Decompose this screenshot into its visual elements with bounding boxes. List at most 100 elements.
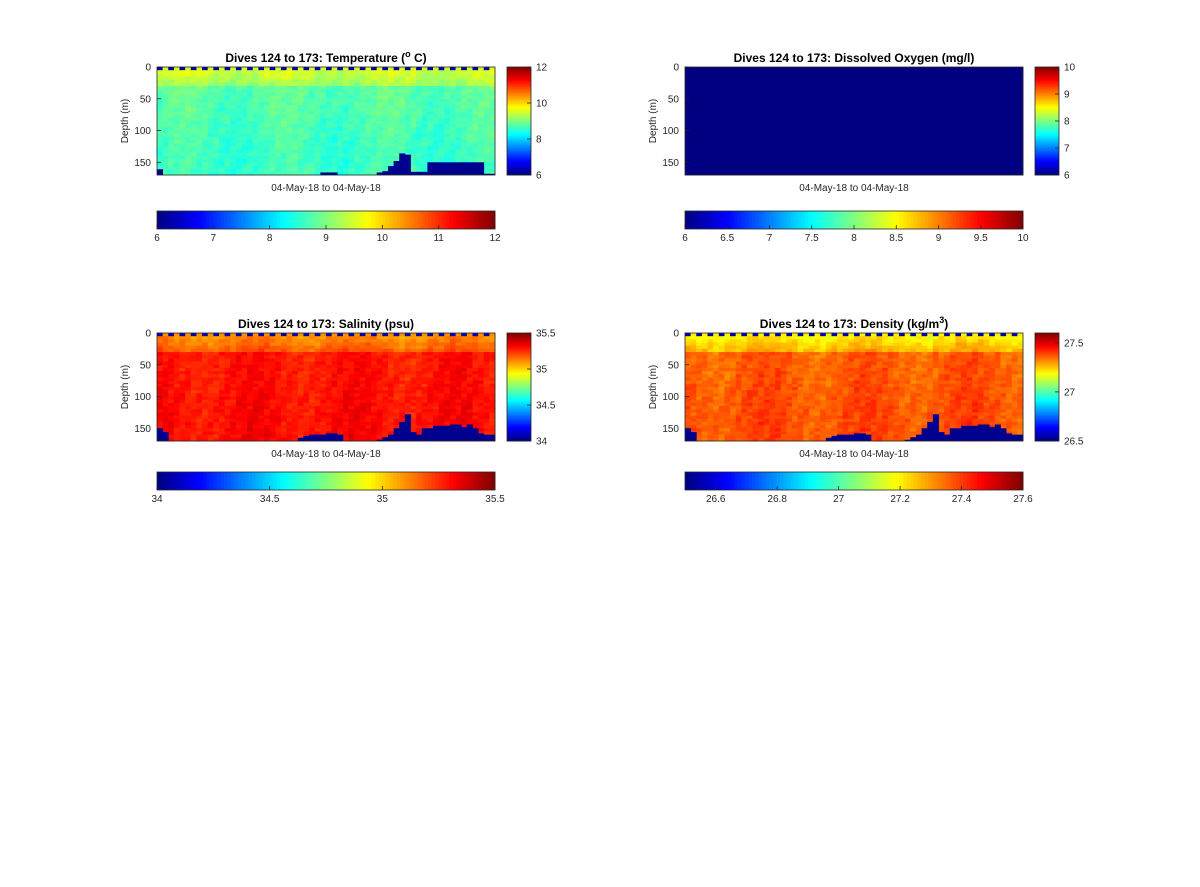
temperature-cell — [213, 79, 220, 84]
dissolved-oxygen-cell — [825, 162, 832, 166]
dissolved-oxygen-cell — [837, 168, 844, 173]
dissolved-oxygen-cell — [994, 92, 1001, 96]
dissolved-oxygen-cell — [786, 101, 793, 106]
temperature-cell — [433, 136, 440, 141]
salinity-cell — [168, 339, 175, 343]
dissolved-oxygen-cell — [808, 155, 815, 160]
temperature-cell — [354, 136, 361, 141]
dissolved-oxygen-cell — [994, 121, 1001, 125]
temperature-cell — [337, 117, 344, 122]
temperature-cell — [393, 79, 400, 84]
dissolved-oxygen-cell — [870, 105, 877, 109]
salinity-cell — [190, 339, 197, 343]
temperature-cell — [269, 121, 276, 125]
temperature-cell — [478, 149, 485, 154]
temperature-cell — [371, 111, 378, 116]
temperature-cell — [179, 86, 186, 90]
temperature-cell — [326, 114, 333, 119]
dissolved-oxygen-cell — [915, 171, 922, 176]
temperature-cell — [472, 86, 479, 90]
dissolved-oxygen-cell — [707, 124, 714, 128]
temperature-cell — [247, 92, 254, 96]
temperature-cell — [478, 86, 485, 90]
dissolved-oxygen-cell — [769, 95, 776, 100]
temperature-cell — [292, 159, 299, 163]
dissolved-oxygen-bottom-colorbar-segment — [843, 211, 848, 229]
temperature-cell — [427, 133, 434, 138]
temperature-cell — [342, 95, 349, 100]
temperature-cell — [269, 73, 276, 77]
dissolved-oxygen-cell — [893, 127, 900, 131]
temperature-cell — [264, 76, 271, 81]
dissolved-oxygen-cell — [938, 127, 945, 131]
dissolved-oxygen-side-colorbar-segment — [1035, 68, 1059, 71]
dissolved-oxygen-side-colorbar-segment — [1035, 88, 1059, 92]
temperature-cell — [196, 146, 203, 150]
temperature-cell — [354, 70, 361, 74]
temperature-cell — [157, 89, 164, 93]
dissolved-oxygen-bottom-colorbar-segment — [991, 211, 996, 229]
salinity-cell — [185, 355, 192, 359]
dissolved-oxygen-cell — [893, 111, 900, 116]
dissolved-oxygen-cell — [713, 124, 720, 128]
dissolved-oxygen-cell — [899, 168, 906, 173]
dissolved-oxygen-cell — [746, 130, 753, 135]
temperature-cell — [202, 155, 209, 160]
dissolved-oxygen-cell — [944, 168, 951, 173]
dissolved-oxygen-cell — [707, 98, 714, 103]
dissolved-oxygen-cell — [932, 89, 939, 93]
temperature-cell — [466, 140, 473, 144]
salinity-cell — [185, 342, 192, 347]
dissolved-oxygen-cell — [955, 114, 962, 119]
temperature-cell — [320, 159, 327, 163]
temperature-cell — [320, 105, 327, 109]
temperature-cell — [269, 133, 276, 138]
dissolved-oxygen-cell — [865, 140, 872, 144]
temperature-cell — [444, 117, 451, 122]
dissolved-oxygen-cell — [854, 121, 861, 125]
dissolved-oxygen-cell — [966, 111, 973, 116]
temperature-cell — [478, 130, 485, 135]
salinity-cell — [190, 352, 197, 356]
dissolved-oxygen-cell — [803, 124, 810, 128]
salinity-cell — [213, 361, 220, 366]
dissolved-oxygen-cell — [718, 117, 725, 122]
temperature-cell — [359, 98, 366, 103]
dissolved-oxygen-cell — [977, 159, 984, 163]
dissolved-oxygen-bottom-colorbar-segment — [934, 211, 939, 229]
dissolved-oxygen-cell — [927, 124, 934, 128]
dissolved-oxygen-cell — [972, 149, 979, 154]
dissolved-oxygen-cell — [1000, 86, 1007, 90]
dissolved-oxygen-cell — [701, 171, 708, 176]
temperature-cell — [359, 165, 366, 170]
temperature-cell — [168, 105, 175, 109]
temperature-cell — [235, 121, 242, 125]
temperature-cell — [162, 168, 169, 173]
dissolved-oxygen-bottom-colorbar-segment — [977, 211, 982, 229]
temperature-cell — [331, 140, 338, 144]
dissolved-oxygen-cell — [701, 149, 708, 154]
dissolved-oxygen-cell — [752, 165, 759, 170]
dissolved-oxygen-cell — [989, 79, 996, 84]
dissolved-oxygen-cell — [825, 114, 832, 119]
temperature-side-colorbar-segment — [507, 153, 531, 156]
temperature-cell — [399, 149, 406, 154]
dissolved-oxygen-cell — [769, 117, 776, 122]
temperature-cell — [399, 105, 406, 109]
temperature-cell — [264, 124, 271, 128]
salinity-cell — [173, 418, 180, 423]
dissolved-oxygen-cell — [808, 162, 815, 166]
temperature-cell — [286, 165, 293, 170]
temperature-cell — [365, 168, 372, 173]
temperature-cell — [449, 111, 456, 116]
temperature-cell — [218, 130, 225, 135]
temperature-cell — [461, 79, 468, 84]
dissolved-oxygen-cell — [724, 79, 731, 84]
dissolved-oxygen-cell — [724, 82, 731, 87]
dissolved-oxygen-cell — [870, 155, 877, 160]
salinity-cell — [168, 437, 175, 442]
temperature-cell — [241, 89, 248, 93]
temperature-cell — [365, 95, 372, 100]
salinity-cell — [196, 352, 203, 356]
dissolved-oxygen-side-colorbar-label: 9 — [1064, 90, 1070, 101]
